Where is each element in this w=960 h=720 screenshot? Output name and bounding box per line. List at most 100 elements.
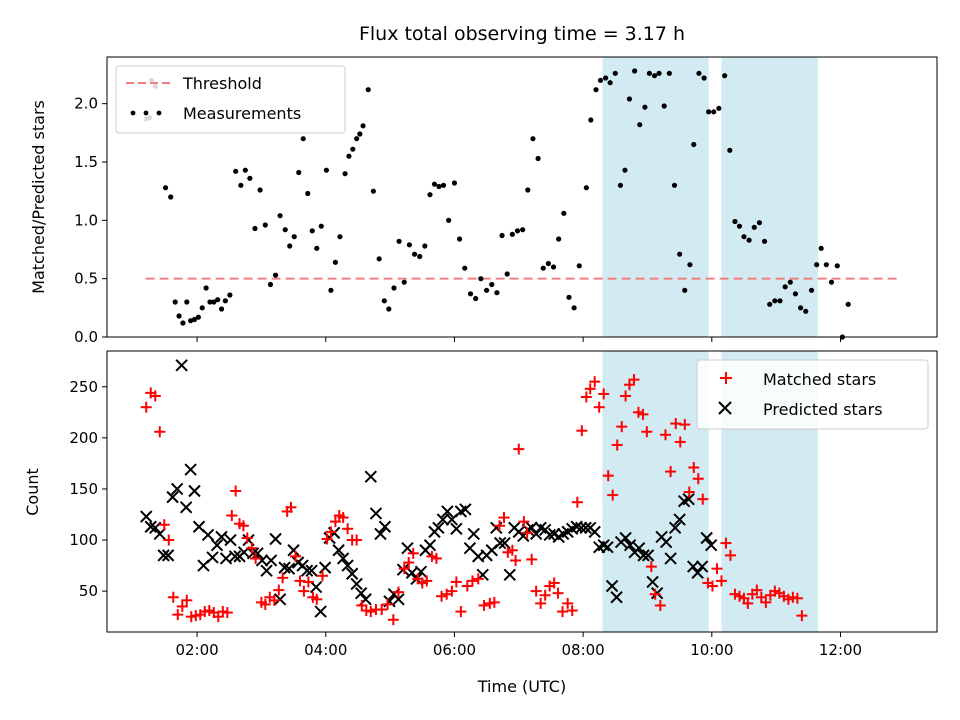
matched-star-point (571, 496, 583, 508)
measurement-point (318, 223, 324, 229)
measurement-point (666, 70, 672, 76)
predicted-star-point (579, 521, 592, 534)
ratio-y-axis-label: Matched/Predicted stars (29, 100, 48, 294)
measurement-point (722, 73, 728, 79)
measurement-point (767, 301, 773, 307)
matched-star-point (176, 600, 188, 612)
matched-star-point (589, 376, 601, 388)
measurement-point (535, 155, 541, 162)
measurement-point (247, 175, 253, 181)
measurement-point (792, 291, 799, 297)
predicted-star-point (350, 577, 363, 591)
matched-star-point (488, 596, 500, 608)
predicted-star-point (364, 470, 378, 483)
legend-threshold-label: Threshold (182, 74, 262, 93)
matched-star-point (674, 436, 686, 448)
matched-star-point (607, 489, 619, 501)
observing-window-shading (602, 57, 818, 337)
predicted-star-point (282, 562, 296, 575)
measurement-point (646, 70, 652, 76)
matched-star-point (493, 520, 505, 532)
measurement-point (839, 334, 846, 340)
predicted-star-point (686, 560, 700, 573)
count-y-axis-label: Count (23, 468, 42, 516)
matched-star-point (506, 544, 518, 556)
ratio-y-tick-label: 0.0 (74, 328, 98, 346)
matched-star-point (450, 576, 462, 588)
measurement-point (199, 305, 205, 311)
measurement-point (360, 123, 366, 129)
measurement-point (291, 234, 297, 240)
count-plot-area (106, 350, 938, 633)
matched-star-point (430, 552, 442, 564)
matched-star-point (325, 526, 337, 538)
measurement-point (184, 299, 190, 305)
matched-star-point (620, 390, 632, 402)
predicted-star-point (704, 538, 718, 552)
legend-measurement-swatch-2 (143, 110, 149, 116)
matched-star-point (518, 516, 530, 528)
predicted-star-point (251, 547, 264, 560)
measurement-point (545, 260, 551, 267)
measurement-point (746, 237, 752, 243)
measurement-point (588, 117, 594, 123)
measurement-point (238, 182, 244, 188)
matched-star-point (230, 485, 242, 497)
matched-star-point (277, 572, 289, 584)
predicted-star-point (309, 580, 323, 594)
predicted-star-point (432, 521, 445, 534)
measurement-point (576, 263, 582, 269)
matched-star-point (611, 439, 623, 451)
measurement-point (626, 96, 633, 102)
measurement-point (701, 75, 707, 81)
matched-star-point (751, 584, 763, 596)
predicted-star-point (157, 549, 170, 562)
matched-star-point (602, 470, 614, 482)
measurement-point (456, 236, 463, 242)
measurement-point (337, 234, 343, 240)
measurement-point (741, 234, 747, 240)
matched-star-point (436, 590, 448, 602)
matched-star-point (654, 599, 666, 611)
matched-star-point (172, 609, 184, 621)
predicted-star-point (278, 561, 291, 574)
measurement-point (391, 285, 397, 291)
measurement-point (267, 281, 274, 288)
measurement-point (417, 253, 423, 260)
matched-star-point (576, 425, 588, 437)
count-y-tick-label: 250 (69, 378, 98, 396)
predicted-star-point (401, 542, 414, 555)
predicted-star-point (498, 536, 511, 550)
measurement-point (682, 287, 688, 293)
measurement-point (777, 298, 783, 304)
matched-star-point (580, 391, 592, 403)
chart-title: Flux total observing time = 3.17 h (359, 23, 685, 45)
matched-star-point (478, 599, 490, 611)
matched-star-point (535, 597, 547, 609)
predicted-star-point (374, 527, 387, 541)
measurement-point (440, 182, 447, 188)
measurement-point (478, 276, 484, 282)
matched-star-point (584, 383, 596, 395)
x-tick-label: 02:00 (175, 641, 218, 659)
measurement-point (211, 299, 217, 305)
matched-star-point (697, 493, 709, 505)
measurement-point (252, 225, 258, 232)
predicted-star-point (210, 538, 224, 552)
matched-star-point (329, 516, 341, 528)
measurement-point (732, 218, 738, 225)
measurement-point (656, 70, 662, 76)
predicted-star-point (246, 547, 260, 560)
measurement-point (233, 168, 239, 174)
predicted-star-point (450, 522, 463, 536)
measurement-point (834, 263, 840, 269)
matched-star-point (526, 553, 538, 565)
measurement-point (172, 299, 178, 305)
measurement-point (257, 187, 263, 193)
predicted-star-point (140, 510, 153, 523)
matched-star-point (351, 534, 363, 546)
count-y-tick-label: 50 (79, 582, 98, 600)
matched-star-point (649, 588, 661, 600)
matched-star-point (376, 604, 388, 616)
predicted-star-point (441, 505, 454, 518)
